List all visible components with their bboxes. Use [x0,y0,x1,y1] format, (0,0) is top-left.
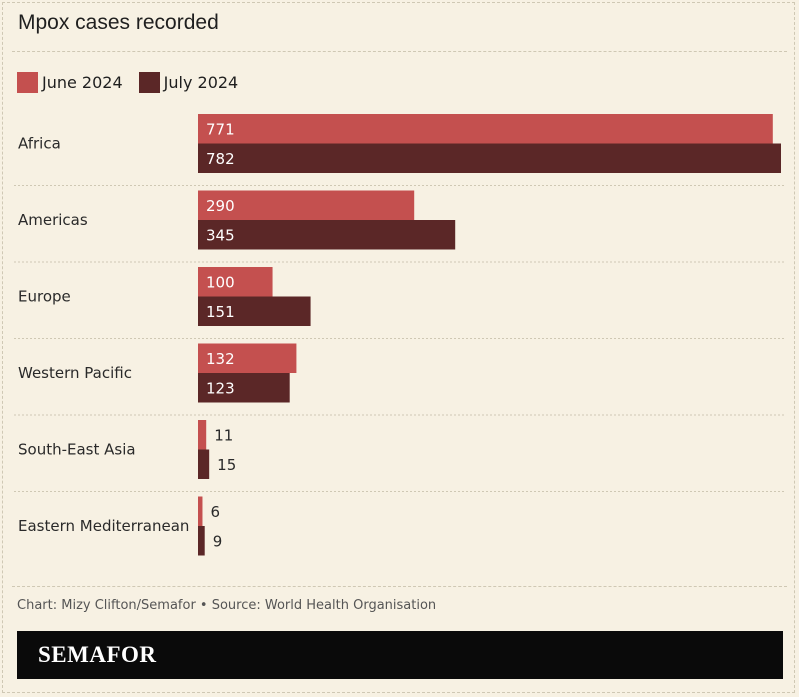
legend-swatch-july [138,72,160,93]
brand-logo: SEMAFOR [38,642,157,667]
value-label-july-eastern-mediterranean: 9 [213,532,223,550]
bar-july-eastern-mediterranean [198,526,205,556]
bar-july-western-pacific [198,373,290,403]
legend-label-july: July 2024 [163,73,239,92]
title-divider [12,51,787,52]
value-label-july-africa: 782 [206,150,235,168]
brand-banner: SEMAFOR [17,631,783,679]
bar-july-south-east-asia [198,449,210,479]
bar-june-africa [198,114,773,144]
category-label-eastern-mediterranean: Eastern Mediterranean [18,517,189,535]
bar-june-americas [198,190,415,220]
bar-july-africa [198,143,781,173]
source-divider [12,586,787,587]
legend-item-july: July 2024 [138,72,239,93]
bar-june-eastern-mediterranean [198,496,203,526]
value-label-june-europe: 100 [206,273,235,291]
value-label-july-western-pacific: 123 [206,379,235,397]
value-label-july-americas: 345 [206,226,235,244]
value-label-july-europe: 151 [206,303,235,321]
legend: June 2024 July 2024 [17,72,254,93]
legend-item-june: June 2024 [17,72,123,93]
source-note: Chart: Mizy Clifton/Semafor • Source: Wo… [17,598,437,613]
legend-label-june: June 2024 [42,73,123,92]
bar-chart: Africa 771 782 Americas 290 345 Europe 100 151 We… [14,114,785,556]
bar-july-europe [198,296,311,326]
bar-june-south-east-asia [198,420,207,450]
value-label-june-south-east-asia: 11 [214,426,233,444]
value-label-july-south-east-asia: 15 [217,456,236,474]
chart-title: Mpox cases recorded [18,11,219,34]
category-label-americas: Americas [18,211,88,229]
legend-swatch-june [17,72,38,93]
value-label-june-eastern-mediterranean: 6 [210,503,220,521]
bar-june-western-pacific [198,343,297,373]
category-label-south-east-asia: South-East Asia [18,441,136,459]
bar-june-europe [198,267,273,297]
bar-july-americas [198,220,456,250]
value-label-june-africa: 771 [206,120,235,138]
value-label-june-americas: 290 [206,197,235,215]
category-label-europe: Europe [18,288,71,306]
category-label-africa: Africa [18,135,61,153]
value-label-june-western-pacific: 132 [206,350,235,368]
category-label-western-pacific: Western Pacific [18,364,132,382]
